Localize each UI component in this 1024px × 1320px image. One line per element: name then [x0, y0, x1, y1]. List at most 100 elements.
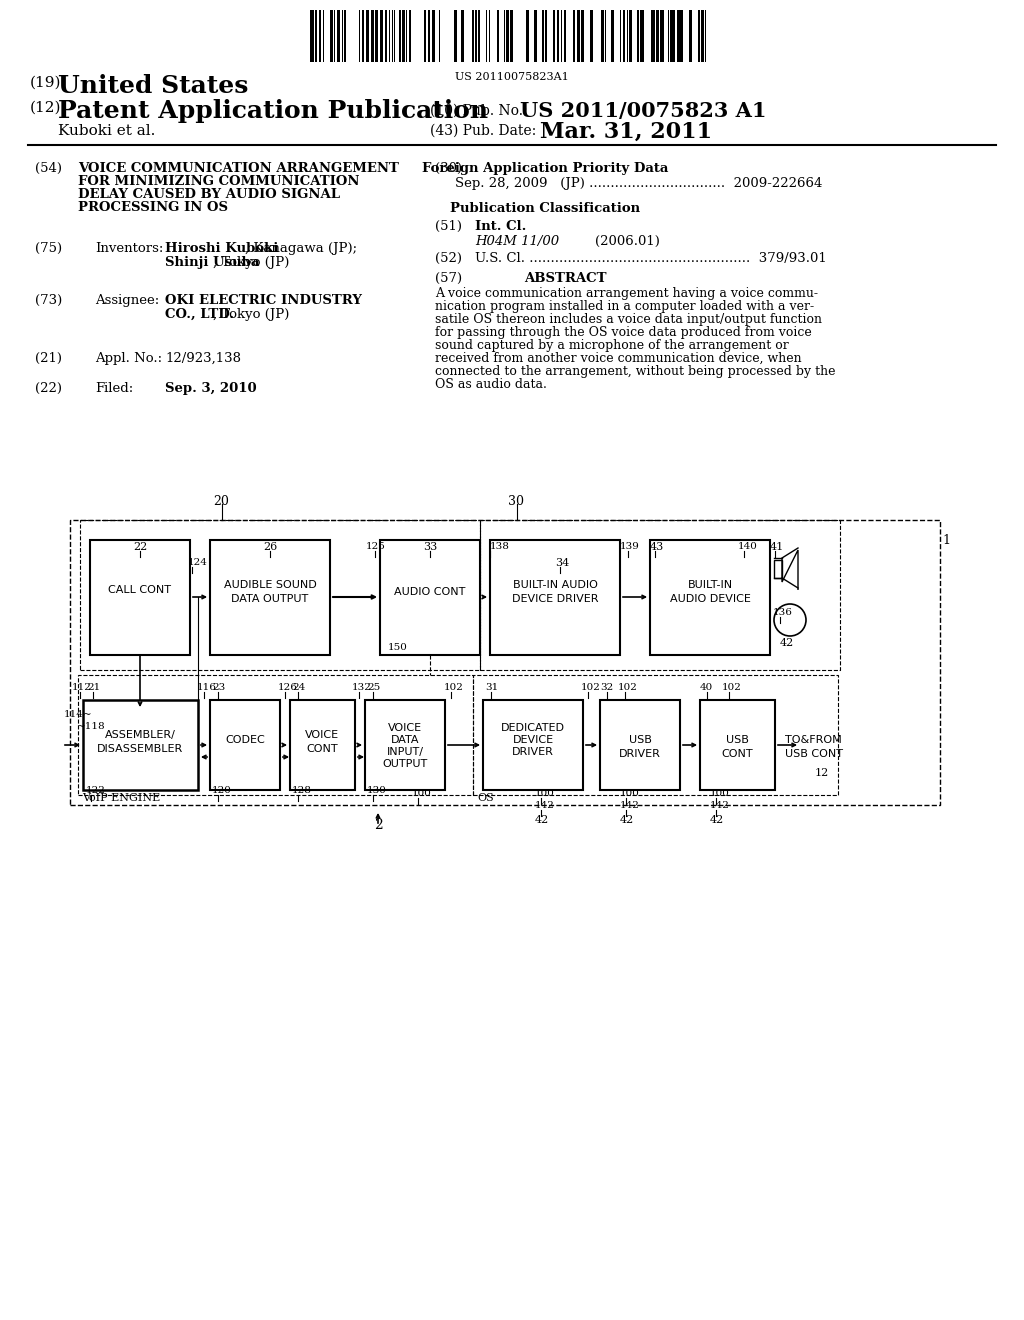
Bar [315, 11, 317, 62]
Bar [660, 11, 664, 62]
Text: (30): (30) [435, 162, 462, 176]
Text: USB CONT: USB CONT [785, 748, 843, 759]
Text: (57): (57) [435, 272, 462, 285]
Text: US 20110075823A1: US 20110075823A1 [455, 73, 569, 82]
Bar [375, 11, 378, 62]
Text: 142: 142 [535, 801, 555, 810]
Text: 42: 42 [780, 638, 795, 648]
Bar [80, 520, 480, 671]
Bar [78, 675, 473, 795]
Text: Assignee:: Assignee: [95, 294, 160, 308]
Bar [385, 11, 386, 62]
Text: Filed:: Filed: [95, 381, 133, 395]
Text: 25: 25 [367, 682, 380, 692]
Bar [610, 11, 613, 62]
Bar [655, 11, 659, 62]
Text: connected to the arrangement, without being processed by the: connected to the arrangement, without be… [435, 366, 836, 378]
Text: 42: 42 [620, 814, 634, 825]
Bar [473, 675, 838, 795]
Bar [344, 11, 345, 62]
Text: U.S. Cl. ....................................................  379/93.01: U.S. Cl. ...............................… [475, 252, 826, 265]
Text: 43: 43 [650, 543, 665, 552]
Text: , Kanagawa (JP);: , Kanagawa (JP); [245, 242, 357, 255]
Text: 150: 150 [388, 643, 408, 652]
Text: 41: 41 [770, 543, 784, 552]
Text: (75): (75) [35, 242, 62, 255]
Bar [431, 11, 435, 62]
Bar [637, 11, 639, 62]
Text: 138: 138 [490, 543, 510, 550]
Text: Publication Classification: Publication Classification [450, 202, 640, 215]
Text: DEVICE: DEVICE [512, 735, 554, 744]
Text: satile OS thereon includes a voice data input/output function: satile OS thereon includes a voice data … [435, 313, 822, 326]
Text: (54): (54) [35, 162, 62, 176]
Text: 40: 40 [700, 682, 714, 692]
Text: 12: 12 [815, 768, 829, 777]
Bar [388, 11, 390, 62]
Text: 12/923,138: 12/923,138 [165, 352, 241, 366]
Text: 2: 2 [374, 818, 383, 832]
Bar [557, 11, 558, 62]
Text: DISASSEMBLER: DISASSEMBLER [97, 744, 183, 754]
Text: OS as audio data.: OS as audio data. [435, 378, 547, 391]
Text: FOR MINIMIZING COMMUNICATION: FOR MINIMIZING COMMUNICATION [78, 176, 359, 187]
Text: US 2011/0075823 A1: US 2011/0075823 A1 [520, 102, 767, 121]
Bar [601, 11, 604, 62]
Text: 120: 120 [212, 785, 231, 795]
Bar [210, 700, 280, 789]
Text: 100: 100 [535, 789, 555, 799]
Text: Sep. 3, 2010: Sep. 3, 2010 [165, 381, 257, 395]
Bar [542, 11, 544, 62]
Text: DEVICE DRIVER: DEVICE DRIVER [512, 594, 598, 605]
Bar [677, 11, 679, 62]
Text: DATA OUTPUT: DATA OUTPUT [231, 594, 308, 605]
Text: USB: USB [629, 735, 651, 744]
Bar [480, 520, 840, 671]
Bar [600, 700, 680, 789]
Text: AUDIO CONT: AUDIO CONT [394, 587, 466, 597]
Text: 128: 128 [292, 785, 312, 795]
Text: TO&FROM: TO&FROM [785, 735, 842, 744]
Bar [497, 11, 499, 62]
Bar [210, 540, 330, 655]
Text: 31: 31 [485, 682, 499, 692]
Text: CONT: CONT [306, 744, 338, 754]
Bar [380, 540, 480, 655]
Bar [424, 11, 426, 62]
Text: 26: 26 [263, 543, 278, 552]
Bar [380, 11, 383, 62]
Bar [472, 11, 473, 62]
Bar [577, 11, 580, 62]
Bar [510, 11, 512, 62]
Bar [393, 11, 395, 62]
Text: Shinji Usuba: Shinji Usuba [165, 256, 259, 269]
Bar [362, 11, 364, 62]
Text: DELAY CAUSED BY AUDIO SIGNAL: DELAY CAUSED BY AUDIO SIGNAL [78, 187, 340, 201]
Bar [490, 540, 620, 655]
Text: 100: 100 [412, 789, 432, 799]
Text: 32: 32 [600, 682, 613, 692]
Bar [534, 11, 537, 62]
Text: Mar. 31, 2011: Mar. 31, 2011 [540, 121, 712, 143]
Text: 100: 100 [620, 789, 640, 799]
Text: H04M 11/00: H04M 11/00 [475, 235, 559, 248]
Text: 122: 122 [86, 785, 105, 795]
Bar [629, 11, 632, 62]
Text: (52): (52) [435, 252, 462, 265]
Text: 142: 142 [710, 801, 730, 810]
Text: (22): (22) [35, 381, 62, 395]
Bar [323, 11, 324, 62]
Text: INPUT/: INPUT/ [386, 747, 424, 756]
Text: 136: 136 [773, 609, 793, 616]
Bar [525, 11, 529, 62]
Text: 42: 42 [710, 814, 724, 825]
Text: 102: 102 [444, 682, 464, 692]
Text: 42: 42 [535, 814, 549, 825]
Text: (10) Pub. No.:: (10) Pub. No.: [430, 104, 527, 117]
Text: BUILT-IN: BUILT-IN [687, 579, 732, 590]
Text: (2006.01): (2006.01) [595, 235, 659, 248]
Text: DRIVER: DRIVER [620, 748, 660, 759]
Text: received from another voice communication device, when: received from another voice communicatio… [435, 352, 802, 366]
Text: Inventors:: Inventors: [95, 242, 164, 255]
Bar [475, 11, 477, 62]
